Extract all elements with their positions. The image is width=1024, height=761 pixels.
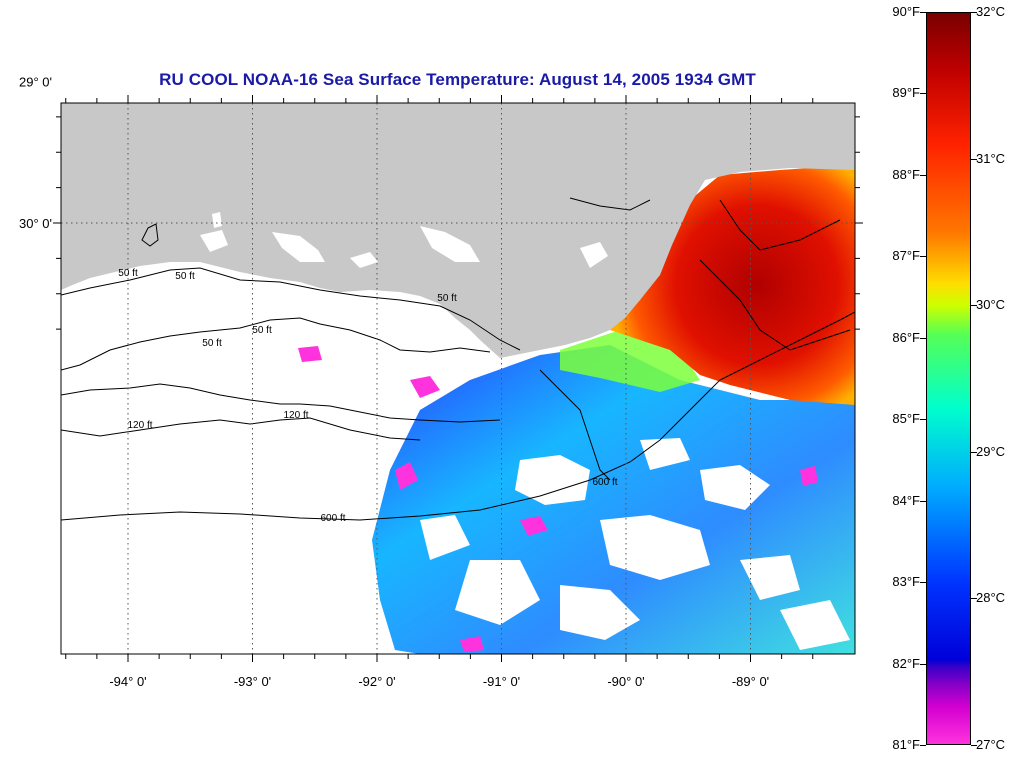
colorbar-tick xyxy=(971,451,977,453)
colorbar-fahrenheit-label: 85°F xyxy=(892,411,920,427)
contour-label-group: 50 ft 50 ft 50 ft 50 ft 50 ft 120 ft 120 ft 600… xyxy=(118,268,617,524)
colorbar-celsius-label: 28°C xyxy=(976,590,1006,606)
lon-tick-label: -90° 0' xyxy=(607,674,644,689)
colorbar-fahrenheit-label: 88°F xyxy=(892,166,920,182)
colorbar-celsius-label: 30°C xyxy=(976,297,1006,313)
cold-fringe xyxy=(298,346,818,652)
colorbar-celsius-label: 32°C xyxy=(976,4,1006,19)
colorbar-fahrenheit-label: 84°F xyxy=(892,492,920,508)
contour-label: 50 ft xyxy=(118,268,138,279)
colorbar-tick xyxy=(920,93,926,95)
colorbar-fahrenheit-label: 81°F xyxy=(892,737,920,752)
colorbar-tick xyxy=(920,337,926,339)
colorbar-tick xyxy=(971,598,977,600)
map-frame xyxy=(60,102,856,655)
colorbar-fahrenheit-label: 83°F xyxy=(892,574,920,590)
sst-warm-region xyxy=(610,165,855,405)
contour-label: 600 ft xyxy=(592,477,617,488)
axis-labels: -94° 0' -93° 0' -92° 0' -91° 0' -90° 0' -89° … xyxy=(19,75,769,690)
colorbar-tick xyxy=(971,745,977,746)
lon-tick-label: -91° 0' xyxy=(483,674,520,689)
colorbar-fahrenheit-label: 90°F xyxy=(892,4,920,19)
colorbar-tick xyxy=(920,582,926,584)
colorbar-tick xyxy=(971,158,977,160)
temperature-colorbar xyxy=(926,12,971,745)
contour-label: 120 ft xyxy=(127,420,152,431)
colorbar-fahrenheit-label: 86°F xyxy=(892,329,920,345)
contour-label: 50 ft xyxy=(202,338,222,349)
colorbar-fahrenheit-label: 87°F xyxy=(892,248,920,264)
cloud-gaps xyxy=(420,438,850,650)
colorbar-tick xyxy=(971,305,977,307)
contour-label: 50 ft xyxy=(252,325,272,336)
graticule xyxy=(61,103,855,654)
colorbar-tick xyxy=(920,174,926,176)
colorbar-celsius-label: 29°C xyxy=(976,443,1006,459)
lon-tick-label: -89° 0' xyxy=(732,674,769,689)
colorbar-tick xyxy=(920,12,926,13)
contour-label: 600 ft xyxy=(320,513,345,524)
map-title: RU COOL NOAA-16 Sea Surface Temperature:… xyxy=(159,70,756,89)
axis-ticks xyxy=(53,95,863,662)
lat-tick-label: 29° 0' xyxy=(19,75,52,90)
contour-label: 120 ft xyxy=(283,410,308,421)
contour-label: 50 ft xyxy=(437,293,457,304)
colorbar-fahrenheit-label: 82°F xyxy=(892,655,920,671)
depth-contours xyxy=(61,197,855,521)
land-mass xyxy=(61,103,855,358)
lat-tick-label: 30° 0' xyxy=(19,216,52,231)
lon-tick-label: -94° 0' xyxy=(109,674,146,689)
colorbar-tick xyxy=(920,745,926,746)
colorbar-tick xyxy=(920,500,926,502)
colorbar-tick xyxy=(920,419,926,421)
colorbar-fahrenheit-label: 89°F xyxy=(892,85,920,101)
colorbar-tick xyxy=(971,12,977,13)
contour-label: 50 ft xyxy=(175,271,195,282)
colorbar-tick xyxy=(920,256,926,258)
colorbar-celsius-label: 27°C xyxy=(976,737,1006,752)
lon-tick-label: -93° 0' xyxy=(234,674,271,689)
lon-tick-label: -92° 0' xyxy=(358,674,395,689)
lakes xyxy=(200,212,608,268)
colorbar-celsius-label: 31°C xyxy=(976,150,1006,166)
colorbar-tick xyxy=(920,663,926,665)
